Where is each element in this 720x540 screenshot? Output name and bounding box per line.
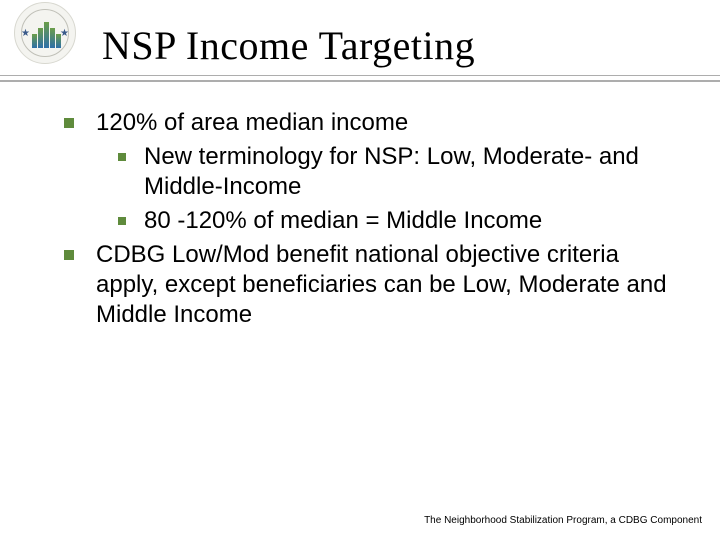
bullet-text: CDBG Low/Mod benefit national objective …	[96, 240, 680, 330]
title-area: NSP Income Targeting	[102, 22, 700, 69]
bullet-level1: 120% of area median income	[64, 108, 680, 138]
bullet-level1: CDBG Low/Mod benefit national objective …	[64, 240, 680, 330]
bullet-level2: New terminology for NSP: Low, Moderate- …	[118, 142, 680, 202]
hud-logo: ★ ★	[14, 2, 76, 64]
content-area: 120% of area median income New terminolo…	[64, 108, 680, 334]
slide: ★ ★ NSP Income Targeting 120% of area me…	[0, 0, 720, 540]
bullet-text: New terminology for NSP: Low, Moderate- …	[144, 142, 680, 202]
square-bullet-icon	[64, 250, 74, 260]
bullet-level2: 80 -120% of median = Middle Income	[118, 206, 680, 236]
title-underline	[0, 75, 720, 82]
square-bullet-icon	[118, 217, 126, 225]
footer-text: The Neighborhood Stabilization Program, …	[424, 515, 702, 526]
square-bullet-icon	[118, 153, 126, 161]
square-bullet-icon	[64, 118, 74, 128]
bullet-text: 120% of area median income	[96, 108, 680, 138]
bullet-text: 80 -120% of median = Middle Income	[144, 206, 680, 236]
slide-title: NSP Income Targeting	[102, 22, 700, 69]
